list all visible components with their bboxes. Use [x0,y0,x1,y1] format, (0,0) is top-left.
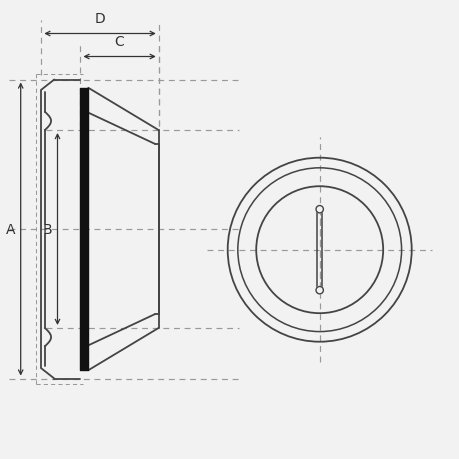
Text: B: B [43,223,52,236]
Text: C: C [114,35,124,49]
Circle shape [315,287,323,294]
Text: D: D [95,12,105,26]
Text: A: A [6,223,15,236]
Circle shape [315,206,323,213]
